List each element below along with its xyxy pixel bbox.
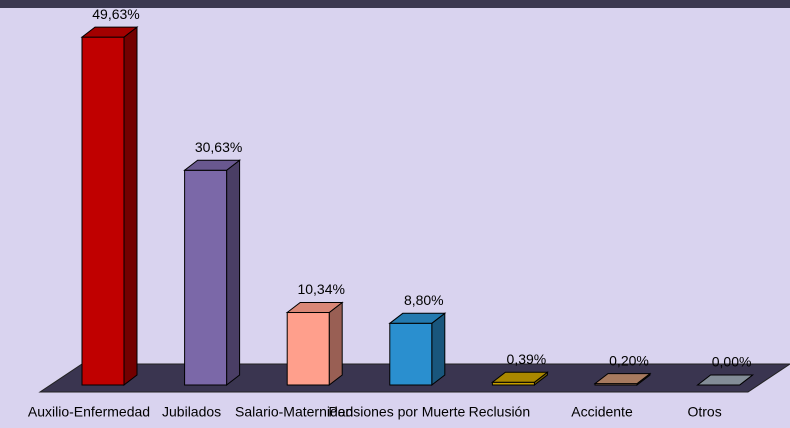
bar-side	[226, 159, 241, 387]
data-label: 8,80%	[404, 292, 444, 308]
data-label: 0,00%	[712, 354, 752, 370]
bar	[389, 322, 433, 386]
bar-top	[285, 302, 344, 314]
bar-top	[80, 26, 139, 38]
bar-side	[123, 26, 138, 387]
bar	[286, 312, 330, 386]
bar-side	[328, 301, 343, 387]
bar	[81, 36, 125, 386]
top-band	[0, 0, 790, 8]
x-tick-label: Salario-Maternidad	[235, 404, 353, 420]
bar-top	[388, 312, 447, 324]
data-label: 49,63%	[92, 6, 139, 22]
x-tick-label: Jubilados	[162, 404, 221, 420]
data-label: 10,34%	[297, 281, 344, 297]
bar-side	[431, 312, 446, 387]
bar-top	[183, 159, 242, 171]
bar	[184, 169, 228, 386]
data-label: 0,39%	[507, 351, 547, 367]
x-tick-label: Accidente	[571, 404, 633, 420]
bar-top	[490, 371, 549, 383]
data-label: 0,20%	[609, 352, 649, 368]
x-tick-label: Reclusión	[469, 404, 530, 420]
bar-top	[696, 374, 755, 386]
bar-top	[593, 373, 652, 385]
data-label: 30,63%	[195, 139, 242, 155]
x-tick-label: Otros	[687, 404, 721, 420]
x-tick-label: Auxilio-Enfermedad	[28, 404, 150, 420]
x-tick-label: Pensiones por Muerte	[328, 404, 465, 420]
